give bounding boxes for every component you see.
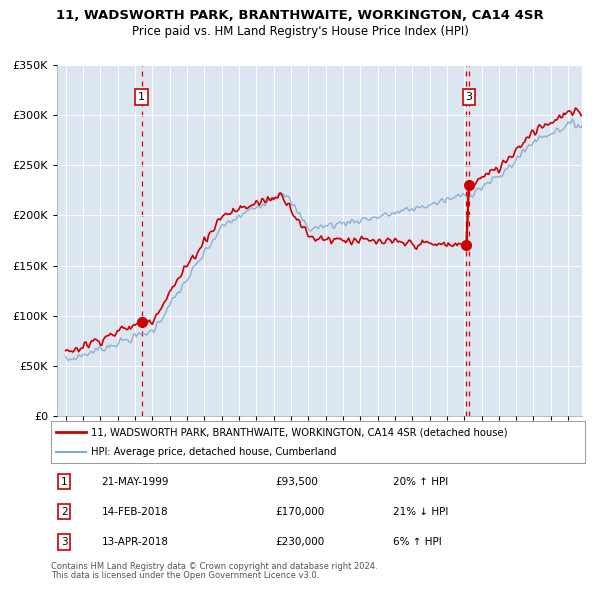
Text: 21% ↓ HPI: 21% ↓ HPI [393, 507, 448, 517]
Text: 3: 3 [61, 537, 68, 547]
Text: This data is licensed under the Open Government Licence v3.0.: This data is licensed under the Open Gov… [51, 571, 319, 580]
Text: 1: 1 [138, 92, 145, 102]
Text: 11, WADSWORTH PARK, BRANTHWAITE, WORKINGTON, CA14 4SR (detached house): 11, WADSWORTH PARK, BRANTHWAITE, WORKING… [91, 427, 508, 437]
Text: 21-MAY-1999: 21-MAY-1999 [102, 477, 169, 487]
Text: £93,500: £93,500 [275, 477, 318, 487]
Text: 14-FEB-2018: 14-FEB-2018 [102, 507, 169, 517]
Text: 3: 3 [466, 92, 473, 102]
Text: £230,000: £230,000 [275, 537, 325, 547]
Text: £170,000: £170,000 [275, 507, 325, 517]
Text: 1: 1 [61, 477, 68, 487]
Text: 2: 2 [61, 507, 68, 517]
Text: Contains HM Land Registry data © Crown copyright and database right 2024.: Contains HM Land Registry data © Crown c… [51, 562, 377, 571]
Text: 20% ↑ HPI: 20% ↑ HPI [393, 477, 448, 487]
Text: Price paid vs. HM Land Registry's House Price Index (HPI): Price paid vs. HM Land Registry's House … [131, 25, 469, 38]
Text: 6% ↑ HPI: 6% ↑ HPI [393, 537, 442, 547]
Text: HPI: Average price, detached house, Cumberland: HPI: Average price, detached house, Cumb… [91, 447, 337, 457]
Text: 13-APR-2018: 13-APR-2018 [102, 537, 169, 547]
Text: 11, WADSWORTH PARK, BRANTHWAITE, WORKINGTON, CA14 4SR: 11, WADSWORTH PARK, BRANTHWAITE, WORKING… [56, 9, 544, 22]
